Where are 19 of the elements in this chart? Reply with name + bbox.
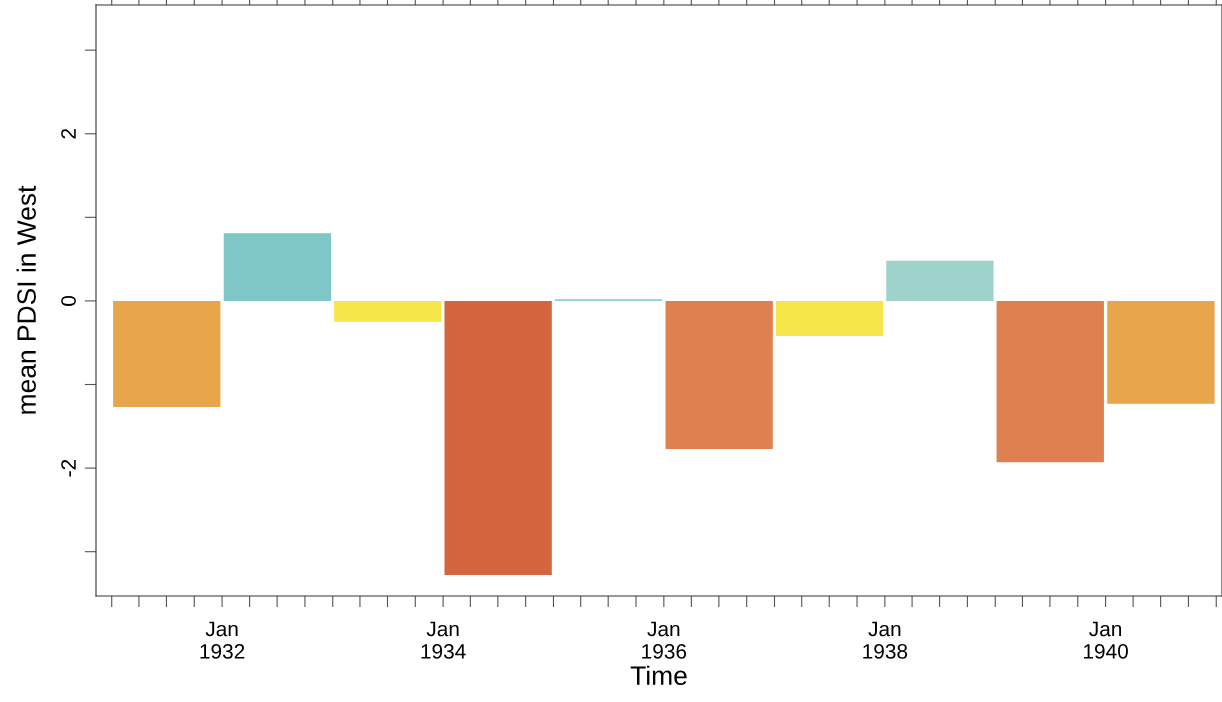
bar [113, 300, 221, 408]
bar [886, 260, 994, 301]
bar [996, 300, 1104, 463]
x-tick-label: Jan 1938 [863, 621, 908, 659]
y-tick-label: 0 [61, 295, 76, 306]
y-tick-label: 2 [61, 128, 76, 139]
bar [444, 300, 552, 576]
bar [1107, 300, 1215, 404]
x-tick-label: Jan 1932 [200, 621, 245, 659]
bar [775, 300, 884, 337]
bar [665, 300, 773, 449]
x-tick-label: Jan 1934 [421, 621, 466, 659]
x-tick-label: Jan 1936 [642, 621, 687, 659]
bar [223, 233, 332, 301]
bar [334, 300, 442, 322]
x-axis-title: Time [630, 665, 687, 686]
x-tick-label: Jan 1940 [1084, 621, 1128, 659]
y-axis-title: mean PDSI in West [16, 185, 36, 414]
y-tick-label: -2 [61, 459, 76, 477]
